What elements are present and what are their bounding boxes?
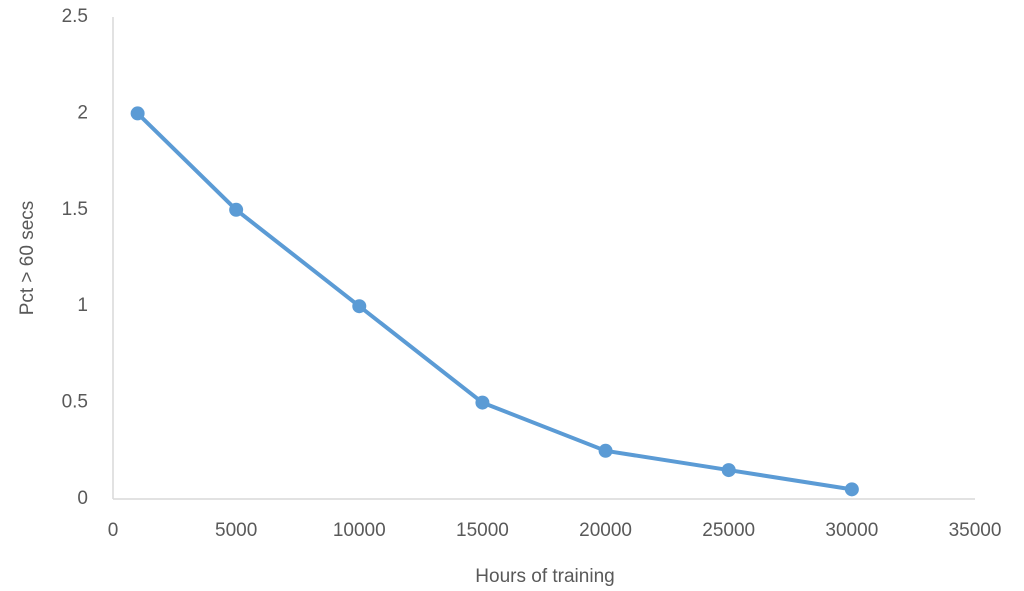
- x-tick-label: 10000: [333, 520, 386, 541]
- data-point: [130, 106, 145, 121]
- y-tick-label: 0.5: [62, 392, 88, 413]
- data-point: [475, 395, 490, 410]
- x-tick-label: 35000: [949, 520, 1002, 541]
- series-line: [136, 111, 853, 492]
- x-tick-label: 30000: [825, 520, 878, 541]
- x-tick-label: 20000: [579, 520, 632, 541]
- y-tick-label: 0: [77, 488, 88, 509]
- data-point: [229, 202, 244, 217]
- x-tick-label: 15000: [456, 520, 509, 541]
- y-axis-label: Pct > 60 secs: [17, 201, 38, 316]
- x-tick-label: 0: [108, 520, 119, 541]
- x-tick-label: 5000: [215, 520, 257, 541]
- data-point: [844, 482, 859, 497]
- data-point: [721, 463, 736, 478]
- y-tick-label: 2: [77, 102, 88, 123]
- x-tick-label: 25000: [702, 520, 755, 541]
- x-axis-label: Hours of training: [475, 566, 614, 587]
- y-tick-label: 1: [77, 295, 88, 316]
- data-point: [598, 443, 613, 458]
- y-tick-label: 1.5: [62, 199, 88, 220]
- y-tick-label: 2.5: [62, 6, 88, 27]
- data-point: [352, 299, 367, 314]
